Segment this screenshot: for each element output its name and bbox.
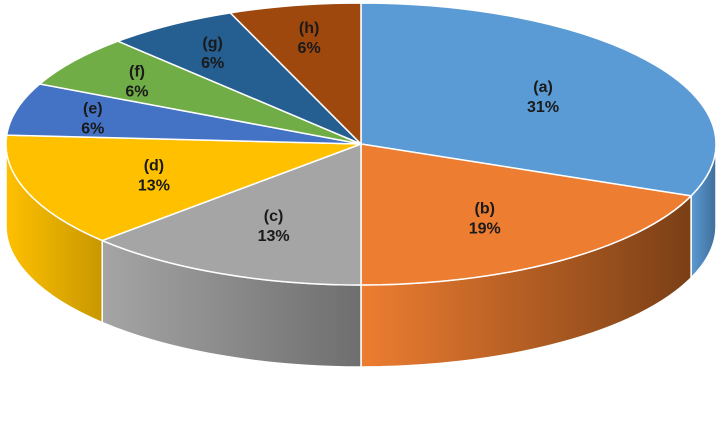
pie-slice (360, 2, 717, 197)
slice-percent-label: 6% (298, 40, 321, 57)
pie-slice (228, 2, 362, 146)
slice-percent-label: 31% (527, 99, 559, 116)
pie-labels: (a) 31% (b) 19% (c) 13% (d) 13% (e) 6% (f) 6% (g) 6% (… (81, 20, 559, 245)
pie-slice (38, 40, 362, 145)
slice-category-label: (b) (474, 200, 494, 217)
pie-slice (100, 142, 362, 286)
slice-category-label: (a) (533, 79, 553, 96)
slice-category-label: (g) (202, 35, 222, 52)
slice-category-label: (d) (144, 158, 164, 175)
pie-slice (360, 143, 693, 286)
slice-percent-label: 13% (258, 228, 290, 245)
slice-category-label: (c) (264, 208, 284, 225)
slice-percent-label: 6% (81, 121, 104, 138)
slice-percent-label: 6% (125, 83, 148, 100)
slice-percent-label: 13% (138, 178, 170, 195)
pie-sides (5, 143, 717, 368)
slice-category-label: (h) (299, 20, 319, 37)
slice-category-label: (f) (129, 63, 145, 80)
pie-slice (5, 134, 362, 242)
slice-percent-label: 6% (201, 55, 224, 72)
pie-tops (5, 2, 717, 286)
pie-slice (5, 83, 362, 145)
slice-category-label: (e) (83, 101, 103, 118)
slice-percent-label: 19% (469, 220, 501, 237)
pie-slice (115, 12, 362, 145)
